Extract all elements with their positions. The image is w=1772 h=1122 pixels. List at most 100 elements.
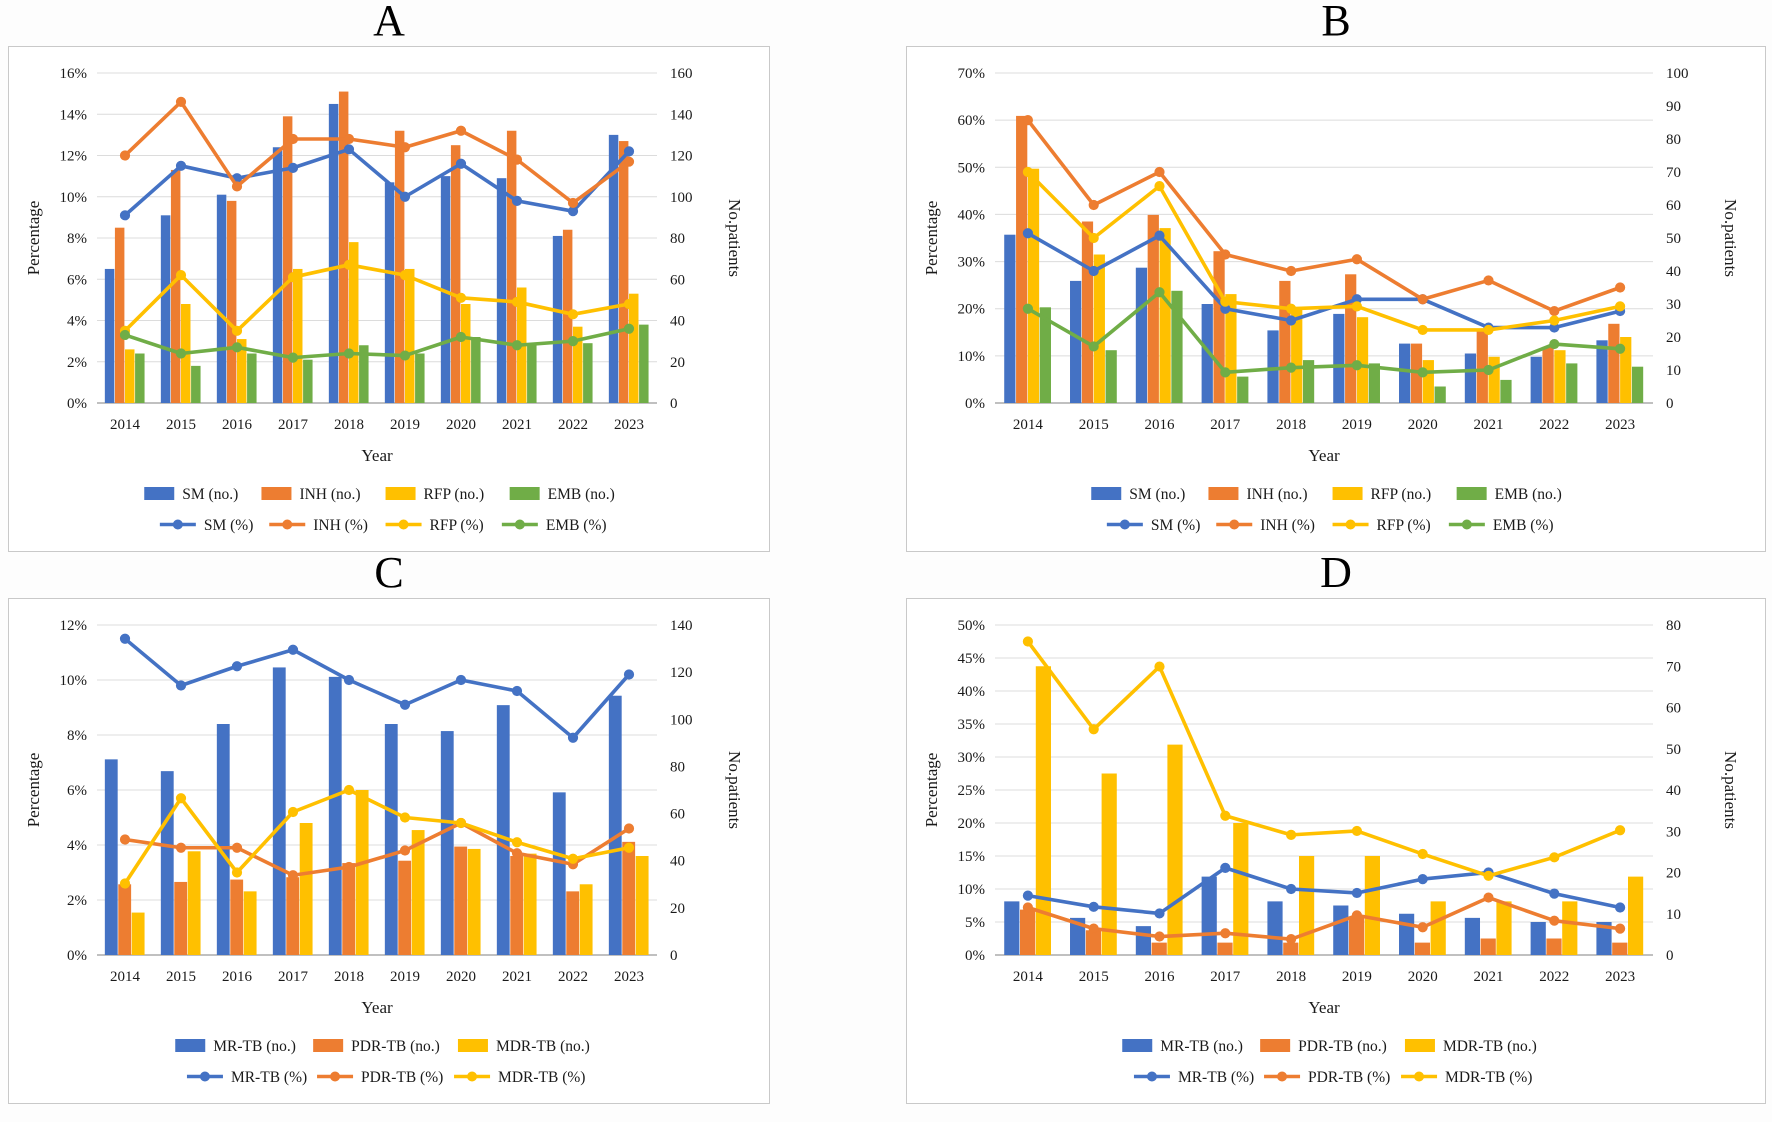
data-point-marker xyxy=(1088,199,1099,211)
x-axis-title: Year xyxy=(1308,446,1340,465)
data-point-marker xyxy=(1417,294,1428,305)
bar xyxy=(191,365,201,403)
legend-label: EMB (%) xyxy=(546,517,607,534)
data-point-marker xyxy=(1549,852,1560,863)
panel-c-title: C xyxy=(374,548,404,597)
svg-text:100: 100 xyxy=(1666,66,1689,82)
data-point-marker xyxy=(623,323,635,334)
legend-bar-swatch xyxy=(1456,487,1487,500)
svg-text:2020: 2020 xyxy=(1408,969,1438,985)
panel-b-title: B xyxy=(1321,0,1351,45)
panel-a-title: A xyxy=(373,0,405,45)
data-point-marker xyxy=(175,793,187,804)
svg-text:2018: 2018 xyxy=(334,417,364,433)
svg-text:2017: 2017 xyxy=(278,417,309,433)
svg-text:2022: 2022 xyxy=(558,969,588,985)
bar-series-PDR-TB (no.) xyxy=(118,841,636,955)
bar xyxy=(1422,360,1434,403)
line-series-SM (%) xyxy=(119,144,635,221)
data-point-marker xyxy=(287,162,299,173)
bar xyxy=(328,676,342,955)
bar xyxy=(1105,350,1117,403)
bar xyxy=(639,324,649,403)
bar xyxy=(114,227,125,403)
svg-text:90: 90 xyxy=(1666,99,1681,115)
bar xyxy=(160,771,174,955)
bar xyxy=(1035,666,1051,955)
legend-label: INH (no.) xyxy=(299,486,360,503)
legend-row: MR-TB (no.) PDR-TB (no.) MDR-TB (no.) xyxy=(175,1038,590,1055)
svg-text:2019: 2019 xyxy=(1342,969,1372,985)
data-point-marker xyxy=(1220,249,1231,260)
legend-label: INH (%) xyxy=(313,517,368,534)
svg-text:100: 100 xyxy=(670,190,693,206)
svg-text:2019: 2019 xyxy=(1342,417,1372,433)
bar xyxy=(1081,221,1094,403)
svg-text:2017: 2017 xyxy=(1210,417,1241,433)
legend-label: EMB (no.) xyxy=(1495,486,1562,503)
bar xyxy=(440,731,454,955)
bar xyxy=(230,879,244,955)
legend-label: MR-TB (%) xyxy=(231,1069,307,1086)
bar xyxy=(1476,330,1488,403)
bar xyxy=(635,856,649,955)
svg-text:2022: 2022 xyxy=(1539,969,1569,985)
data-point-marker xyxy=(1483,275,1494,286)
svg-text:4%: 4% xyxy=(67,314,87,330)
bar xyxy=(1279,280,1291,403)
bar xyxy=(328,103,339,403)
data-point-marker xyxy=(343,144,355,155)
data-point-marker xyxy=(399,699,411,710)
bar xyxy=(342,863,356,955)
data-point-marker xyxy=(231,842,243,853)
legend-marker xyxy=(1146,1071,1157,1082)
legend-row: SM (%) INH (%) RFP (%) EMB (%) xyxy=(159,517,607,534)
bar xyxy=(1201,304,1213,403)
legend-label: SM (%) xyxy=(1151,517,1201,534)
data-point-marker xyxy=(1351,825,1362,837)
legend-bar-swatch xyxy=(385,487,416,500)
svg-text:2019: 2019 xyxy=(390,417,420,433)
bar-series-PDR-TB (no.) xyxy=(1020,909,1628,955)
bar xyxy=(237,339,247,403)
data-point-marker xyxy=(119,878,131,889)
bar xyxy=(216,724,230,955)
legend-marker xyxy=(1461,519,1472,530)
legend-bar-swatch xyxy=(313,1039,344,1052)
svg-text:10: 10 xyxy=(1666,363,1681,379)
svg-text:60: 60 xyxy=(670,807,685,823)
legend-marker xyxy=(199,1071,210,1082)
bar xyxy=(1298,856,1315,955)
legend-marker xyxy=(330,1071,341,1082)
svg-text:0: 0 xyxy=(1666,396,1674,412)
svg-text:80: 80 xyxy=(670,759,685,775)
data-point-marker xyxy=(1549,915,1560,926)
data-point-marker xyxy=(1549,305,1560,317)
svg-text:2018: 2018 xyxy=(1276,417,1306,433)
bar xyxy=(293,268,303,403)
svg-text:0: 0 xyxy=(670,396,678,412)
bar xyxy=(1237,376,1249,403)
bar-series-MDR-TB (no.) xyxy=(131,790,649,955)
bar xyxy=(1608,323,1620,403)
svg-text:6%: 6% xyxy=(67,783,87,799)
data-point-marker xyxy=(623,146,635,157)
data-point-marker xyxy=(343,784,355,796)
bar xyxy=(1596,340,1608,403)
legend-row: SM (no.) INH (no.) RFP (no.) EMB (no.) xyxy=(144,486,615,503)
legend-label: INH (%) xyxy=(1260,517,1315,534)
svg-text:2022: 2022 xyxy=(1539,417,1569,433)
right-axis-tick-labels: 0 10 20 30 40 50 60 70 80 xyxy=(1666,618,1681,964)
legend-row: MR-TB (no.) PDR-TB (no.) MDR-TB (no.) xyxy=(1122,1038,1537,1055)
legend-label: INH (no.) xyxy=(1246,486,1307,503)
bar xyxy=(125,349,135,403)
bar xyxy=(272,147,283,403)
bar xyxy=(1302,360,1315,403)
data-point-marker xyxy=(1154,661,1165,672)
data-point-marker xyxy=(343,133,355,145)
bar xyxy=(496,178,507,403)
legend-marker xyxy=(467,1071,478,1082)
bar xyxy=(622,841,636,955)
data-point-marker xyxy=(1022,303,1034,314)
bar xyxy=(359,345,369,403)
